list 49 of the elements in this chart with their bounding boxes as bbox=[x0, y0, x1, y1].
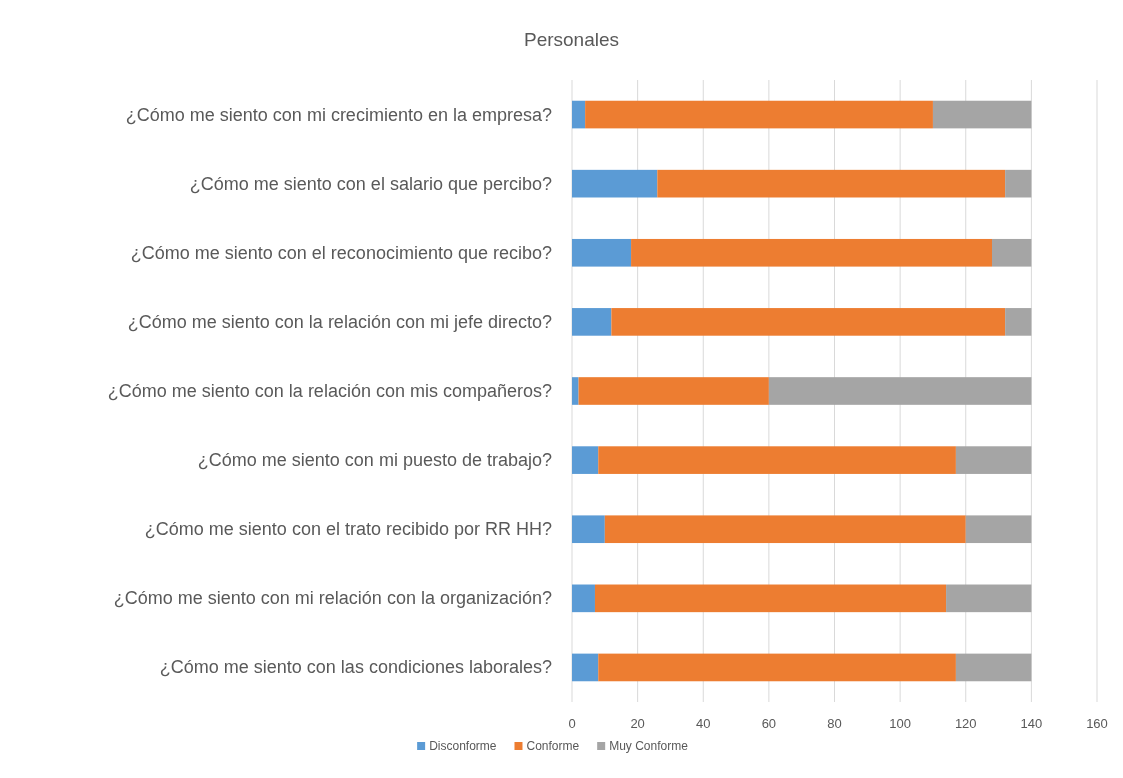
y-tick-label: ¿Cómo me siento con la relación con mis compañeros? bbox=[107, 381, 552, 401]
bar bbox=[1005, 169, 1032, 198]
bar bbox=[578, 377, 769, 405]
bar bbox=[955, 653, 1032, 682]
bar bbox=[572, 446, 599, 474]
bar bbox=[594, 584, 947, 613]
x-tick-label: 140 bbox=[1020, 716, 1043, 731]
bar bbox=[768, 377, 1032, 405]
bar bbox=[572, 100, 586, 129]
bar bbox=[657, 169, 1006, 198]
bar bbox=[572, 238, 632, 267]
bar bbox=[932, 100, 1032, 129]
bar bbox=[631, 238, 992, 267]
y-tick-label: ¿Cómo me siento con mi crecimiento en la empresa? bbox=[125, 104, 552, 125]
y-tick-label: ¿Cómo me siento con la relación con mi jefe directo? bbox=[127, 311, 552, 332]
bar bbox=[572, 377, 579, 405]
legend-label: Conforme bbox=[526, 739, 580, 753]
x-tick-label: 120 bbox=[954, 716, 977, 731]
y-tick-label: ¿Cómo me siento con el salario que percibo? bbox=[189, 173, 552, 194]
bar bbox=[598, 446, 956, 474]
bar bbox=[604, 515, 966, 544]
bar bbox=[965, 515, 1032, 544]
chart-title: Personales bbox=[523, 29, 620, 50]
y-tick-label: ¿Cómo me siento con las condiciones laborales? bbox=[159, 657, 552, 678]
x-tick-label: 80 bbox=[827, 716, 842, 731]
x-tick-label: 20 bbox=[630, 716, 645, 731]
x-tick-label: 160 bbox=[1086, 716, 1108, 731]
x-tick-label: 100 bbox=[889, 716, 911, 731]
bar bbox=[572, 308, 612, 336]
bar bbox=[946, 584, 1032, 613]
legend-label: Muy Conforme bbox=[609, 739, 689, 753]
x-tick-label: 0 bbox=[568, 716, 576, 731]
y-tick-label: ¿Cómo me siento con el trato recibido por RR HH? bbox=[144, 519, 552, 540]
bar bbox=[992, 238, 1032, 267]
legend-label: Disconforme bbox=[429, 739, 497, 753]
x-tick-label: 40 bbox=[696, 716, 711, 731]
bar bbox=[598, 653, 956, 682]
y-tick-label: ¿Cómo me siento con mi puesto de trabajo? bbox=[197, 450, 552, 471]
bar bbox=[611, 308, 1006, 336]
bar bbox=[1005, 308, 1032, 336]
bar bbox=[955, 446, 1032, 474]
x-tick-label: 60 bbox=[761, 716, 777, 731]
bar bbox=[585, 100, 933, 129]
bar bbox=[572, 584, 595, 613]
y-tick-label: ¿Cómo me siento con mi relación con la organización? bbox=[113, 588, 552, 609]
bar bbox=[572, 515, 605, 544]
bar bbox=[572, 653, 599, 682]
y-tick-label: ¿Cómo me siento con el reconocimiento que recibo? bbox=[130, 242, 552, 263]
bar bbox=[572, 169, 658, 198]
